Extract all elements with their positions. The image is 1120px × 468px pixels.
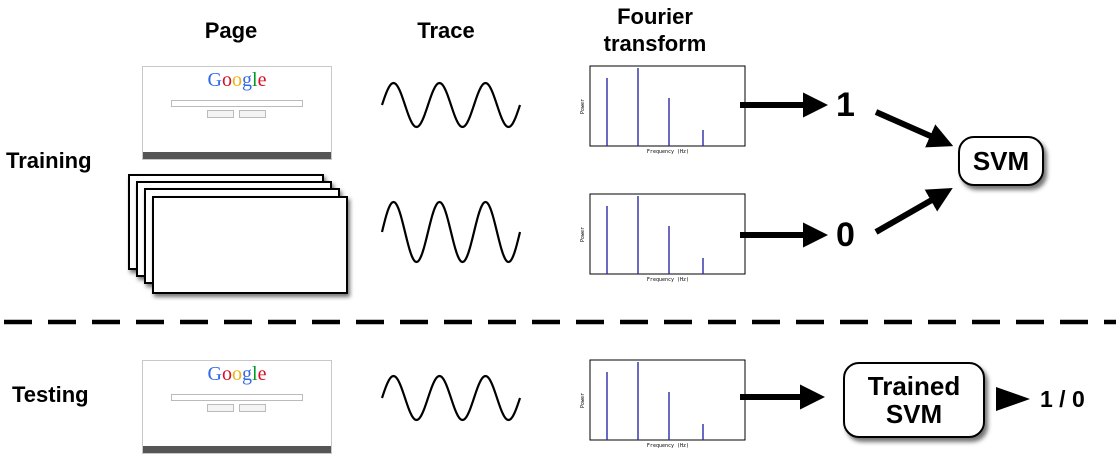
spectrum-plot-training-2: Power Frequency (Hz) (580, 193, 746, 283)
column-heading-trace: Trace (417, 18, 475, 43)
spectrum-plot-training-1: Power Frequency (Hz) (580, 65, 746, 155)
google-logo-letter: o (232, 69, 242, 91)
column-heading-page: Page (204, 18, 258, 43)
svm-box: SVM (958, 136, 1044, 186)
search-button (207, 404, 234, 412)
label-one: 1 (836, 86, 855, 124)
google-logo-letter: G (207, 69, 222, 91)
search-box (171, 100, 303, 107)
google-logo-letter: g (242, 69, 252, 91)
trace-wave-training-1 (380, 81, 522, 129)
arrow-one-to-svm (874, 109, 954, 148)
google-logo-letter: o (232, 363, 242, 385)
spectrum-ylabel: Power (580, 227, 586, 242)
google-logo-letter: G (207, 363, 222, 385)
google-logo-letter: g (242, 363, 252, 385)
result-label: 1 / 0 (1040, 386, 1085, 412)
search-box (171, 394, 303, 401)
spectrum-plot-testing: Power Frequency (Hz) (580, 359, 746, 449)
spectrum-xlabel: Frequency (Hz) (647, 277, 689, 283)
label-zero: 0 (836, 216, 855, 254)
google-logo-letter: l (252, 363, 258, 385)
trace-wave-training-2 (380, 200, 522, 264)
google-logo: Google (143, 363, 331, 386)
column-heading-fourier: Fourier transform (603, 4, 707, 56)
spectrum-xlabel: Frequency (Hz) (647, 443, 689, 449)
row-heading-testing: Testing (12, 382, 89, 407)
google-logo-letter: o (222, 363, 232, 385)
page-footer-bar (143, 152, 331, 159)
google-logo-letter: e (257, 363, 267, 385)
page-footer-bar (143, 446, 331, 453)
google-logo-letter: e (257, 69, 267, 91)
lucky-button (239, 404, 266, 412)
training-google-page: Google (142, 66, 332, 160)
page-stack-card (152, 196, 348, 294)
search-button (207, 110, 234, 118)
google-logo-letter: o (222, 69, 232, 91)
google-logo: Google (143, 69, 331, 92)
row-heading-training: Training (6, 148, 92, 173)
spectrum-xlabel: Frequency (Hz) (647, 149, 689, 155)
arrow-zero-to-svm (874, 187, 953, 235)
trained-svm-box: Trained SVM (843, 362, 985, 438)
lucky-button (239, 110, 266, 118)
spectrum-ylabel: Power (580, 99, 586, 114)
spectrum-ylabel: Power (580, 393, 586, 408)
trace-wave-testing (380, 374, 522, 422)
google-logo-letter: l (252, 69, 258, 91)
testing-google-page: Google (142, 360, 332, 454)
arrow-to-result (996, 387, 1030, 411)
